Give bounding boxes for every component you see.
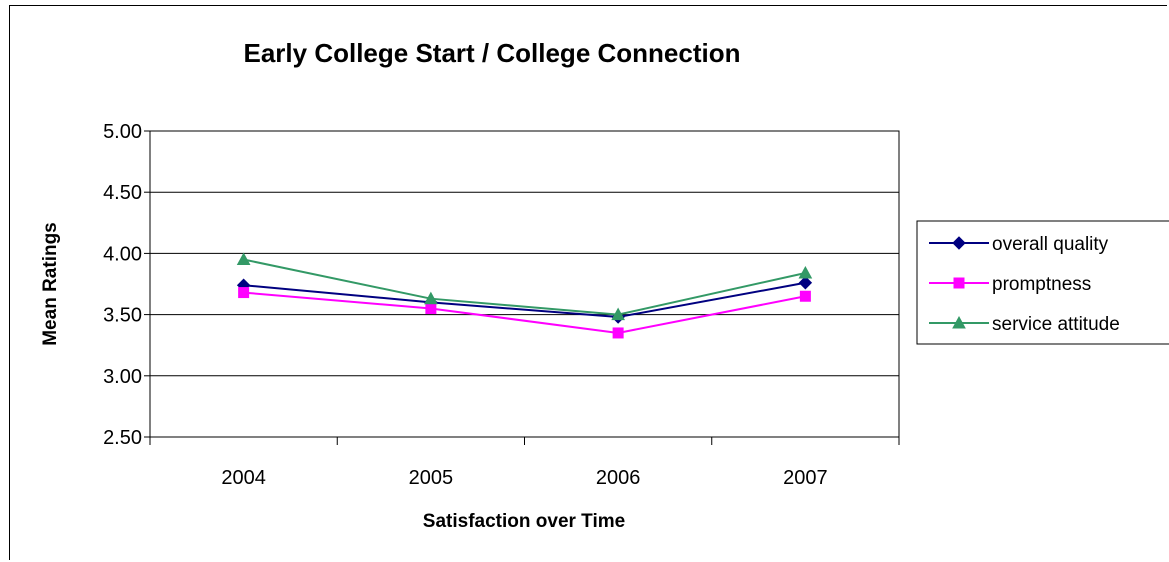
gridlines (150, 191, 899, 377)
y-tick-label: 5.00 (103, 121, 142, 143)
data-point-promptness (612, 327, 624, 339)
series-line-overall-quality (243, 281, 806, 319)
legend-label-service-attitude: service attitude (992, 314, 1120, 335)
y-tick-label: 4.50 (103, 182, 142, 204)
legend-marker-overall-quality (952, 236, 966, 250)
y-tick-label: 4.00 (103, 243, 142, 265)
x-axis-ticks: 2004 2005 2006 2007 (149, 437, 900, 489)
y-tick-label: 3.50 (103, 305, 142, 327)
data-point-service-attitude (611, 307, 625, 321)
y-tick-label: 2.50 (103, 427, 142, 449)
plot-area-border (149, 130, 900, 438)
legend-marker-service-attitude (952, 315, 966, 329)
legend-label-promptness: promptness (992, 274, 1091, 295)
y-axis-ticks: 2.50 3.00 3.50 4.00 4.50 5.00 (103, 121, 150, 449)
x-tick-label: 2006 (596, 467, 641, 489)
data-point-service-attitude (798, 265, 813, 279)
y-axis-title: Mean Ratings (40, 222, 61, 346)
x-tick-label: 2007 (783, 467, 828, 489)
x-axis-title: Satisfaction over Time (423, 511, 625, 532)
x-tick-label: 2005 (409, 467, 454, 489)
legend-items: overall quality promptness service attitud… (929, 234, 1120, 335)
chart-title: Early College Start / College Connection (244, 38, 741, 68)
data-point-service-attitude (424, 291, 438, 305)
legend-marker-promptness (953, 277, 965, 289)
series-line-promptness (243, 291, 806, 334)
data-point-promptness (238, 287, 250, 299)
chart-area (9, 5, 1167, 560)
data-point-promptness (799, 290, 811, 302)
data-point-overall-quality (798, 276, 813, 290)
legend: overall quality promptness service attitud… (916, 220, 1169, 345)
x-tick-label: 2004 (221, 467, 266, 489)
series-line-service-attitude (243, 258, 806, 316)
series-lines (236, 252, 813, 339)
y-tick-label: 3.00 (103, 366, 142, 388)
data-point-service-attitude (236, 252, 251, 266)
legend-label-overall-quality: overall quality (992, 234, 1109, 255)
data-point-promptness (425, 302, 437, 314)
